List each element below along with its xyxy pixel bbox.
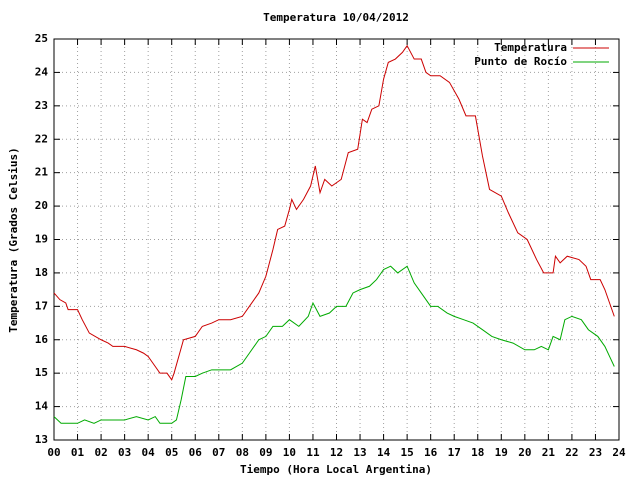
plot-frame [53,38,620,441]
y-tick-label: 25 [35,32,48,45]
x-tick-label: 06 [189,446,203,459]
data-line [53,44,615,381]
data-line [53,265,615,424]
y-tick-label: 15 [35,366,48,379]
y-tick-label: 24 [35,65,49,78]
y-tick-label: 16 [35,333,49,346]
x-tick-label: 01 [71,446,85,459]
x-tick-label: 21 [542,446,556,459]
legend-label: Punto de Rocío [474,55,567,68]
x-axis-label: Tiempo (Hora Local Argentina) [240,463,432,476]
legend-label: Temperatura [494,41,567,54]
x-tick-label: 03 [118,446,131,459]
x-tick-label: 18 [471,446,484,459]
x-tick-label: 15 [401,446,414,459]
x-tick-label: 12 [330,446,343,459]
y-tick-label: 18 [35,266,48,279]
y-tick-label: 19 [35,233,48,246]
x-tick-label: 09 [259,446,272,459]
x-tick-label: 23 [589,446,602,459]
x-tick-label: 19 [495,446,508,459]
x-tick-label: 11 [306,446,320,459]
y-tick-label: 13 [35,433,48,446]
y-tick-label: 14 [35,400,49,413]
x-tick-label: 02 [94,446,107,459]
x-tick-label: 20 [518,446,531,459]
x-tick-label: 13 [353,446,366,459]
x-tick-label: 17 [448,446,461,459]
y-axis-label: Temperatura (Grados Celsius) [7,147,20,332]
x-tick-label: 16 [424,446,438,459]
y-tick-label: 20 [35,199,48,212]
x-tick-label: 00 [47,446,60,459]
y-tick-label: 21 [35,166,49,179]
y-tick-label: 22 [35,132,48,145]
x-tick-label: 07 [212,446,225,459]
y-tick-label: 17 [35,299,48,312]
chart-title: Temperatura 10/04/2012 [263,11,409,24]
y-tick-label: 23 [35,99,48,112]
x-tick-label: 04 [142,446,156,459]
x-tick-label: 22 [565,446,578,459]
x-tick-label: 14 [377,446,391,459]
x-tick-label: 10 [283,446,296,459]
x-tick-label: 05 [165,446,178,459]
x-tick-label: 08 [236,446,249,459]
x-tick-label: 24 [612,446,626,459]
